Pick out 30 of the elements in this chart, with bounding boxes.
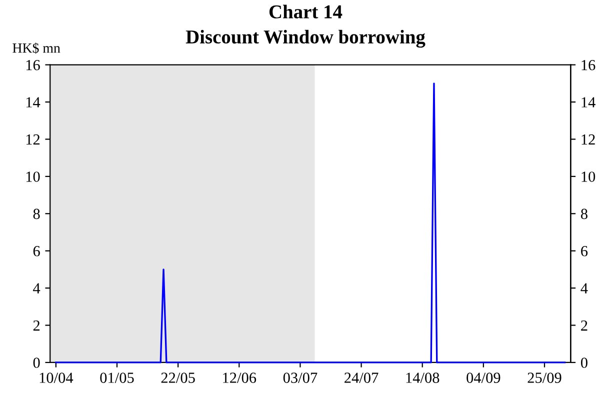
y2-tick-label: 4 — [580, 283, 588, 294]
y2-tick-label: 10 — [582, 172, 596, 182]
chart-subtitle: Discount Window borrowing — [186, 30, 426, 48]
y-tick-label: 10 — [26, 172, 40, 182]
y-tick-label: 4 — [33, 283, 40, 294]
y2-tick-label: 8 — [580, 208, 588, 220]
x-tick-label: 03/07 — [283, 372, 318, 383]
y2-tick-label: 16 — [582, 60, 596, 70]
y2-tick-label: 14 — [582, 97, 596, 108]
x-tick-label: 12/06 — [223, 372, 256, 383]
x-tick-label: 14/08 — [406, 372, 440, 383]
x-tick-label: 22/05 — [161, 372, 195, 383]
x-tick-label: 25/09 — [528, 372, 562, 383]
y-axis-title: HK$ mn — [12, 42, 60, 54]
chart-title: Chart 14 — [269, 4, 342, 18]
y-tick-label: 16 — [26, 60, 40, 70]
y2-tick-label: 2 — [581, 320, 588, 331]
y2-tick-label: 12 — [582, 134, 595, 145]
y-tick-label: 6 — [33, 246, 40, 256]
y-tick-label: 12 — [26, 134, 40, 145]
y-tick-label: 8 — [33, 208, 40, 220]
y-tick-label: 14 — [26, 97, 40, 108]
x-tick-label: 01/05 — [100, 372, 134, 383]
x-tick-label: 10/04 — [40, 372, 74, 383]
x-tick-label: 04/09 — [466, 372, 500, 383]
y2-tick-label: 0 — [580, 358, 588, 368]
y-tick-label: 2 — [33, 320, 40, 331]
x-tick-label: 24/07 — [344, 372, 378, 383]
y2-tick-label: 6 — [581, 246, 588, 256]
y-tick-label: 0 — [33, 358, 40, 368]
